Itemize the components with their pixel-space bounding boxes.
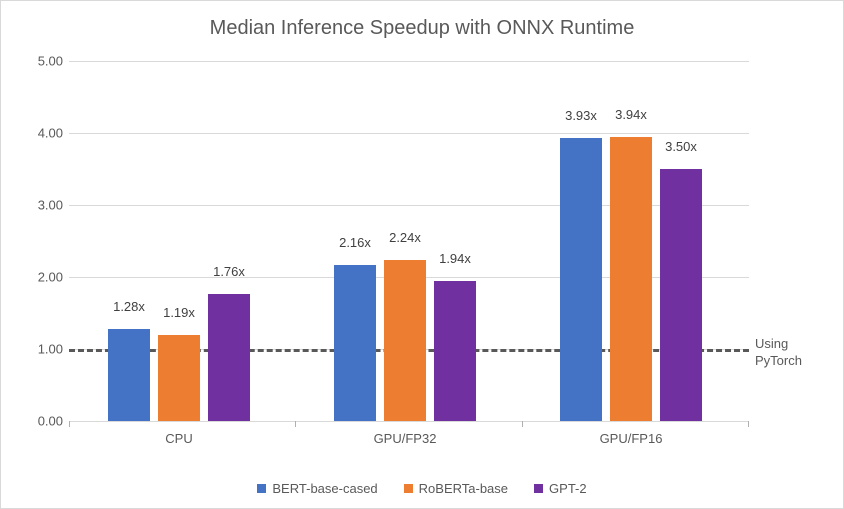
bar-label: 1.94x [431, 251, 479, 266]
bar-label: 1.28x [105, 299, 153, 314]
gridline [69, 421, 749, 422]
legend-item-bert: BERT-base-cased [257, 481, 377, 496]
legend-label: RoBERTa-base [419, 481, 508, 496]
legend-label: GPT-2 [549, 481, 587, 496]
y-tick-label: 2.00 [29, 270, 63, 285]
bar-roberta-gpufp16 [610, 137, 652, 421]
bar-label: 3.93x [557, 108, 605, 123]
bar-label: 2.16x [331, 235, 379, 250]
x-category-label: GPU/FP32 [374, 431, 437, 446]
legend-swatch [404, 484, 413, 493]
y-tick-label: 3.00 [29, 198, 63, 213]
chart-title: Median Inference Speedup with ONNX Runti… [7, 17, 837, 40]
x-category-label: GPU/FP16 [600, 431, 663, 446]
x-tick [295, 421, 296, 427]
plot-region: 1.28x 1.19x 1.76x 2.16x 2.24x 1.94x 3.93… [69, 61, 749, 421]
legend-item-gpt2: GPT-2 [534, 481, 587, 496]
y-tick-label: 5.00 [29, 54, 63, 69]
gridline [69, 133, 749, 134]
bar-label: 3.94x [607, 107, 655, 122]
baseline-annotation: Using PyTorch [755, 336, 802, 370]
bar-bert-gpufp16 [560, 138, 602, 421]
bar-label: 1.76x [205, 264, 253, 279]
bar-bert-cpu [108, 329, 150, 421]
x-category-label: CPU [165, 431, 192, 446]
bar-roberta-gpufp32 [384, 260, 426, 421]
legend-label: BERT-base-cased [272, 481, 377, 496]
annotation-line1: Using [755, 336, 788, 351]
legend-swatch [534, 484, 543, 493]
x-tick [69, 421, 70, 427]
gridline [69, 61, 749, 62]
bar-gpt2-cpu [208, 294, 250, 421]
x-tick [522, 421, 523, 427]
annotation-line2: PyTorch [755, 353, 802, 368]
chart-container: Median Inference Speedup with ONNX Runti… [0, 0, 844, 509]
y-tick-label: 1.00 [29, 342, 63, 357]
bar-bert-gpufp32 [334, 265, 376, 421]
y-tick-label: 4.00 [29, 126, 63, 141]
bar-gpt2-gpufp32 [434, 281, 476, 421]
legend-item-roberta: RoBERTa-base [404, 481, 508, 496]
bar-gpt2-gpufp16 [660, 169, 702, 421]
bar-roberta-cpu [158, 335, 200, 421]
bar-label: 1.19x [155, 305, 203, 320]
y-tick-label: 0.00 [29, 414, 63, 429]
legend: BERT-base-cased RoBERTa-base GPT-2 [1, 481, 843, 496]
x-tick [748, 421, 749, 427]
bar-label: 2.24x [381, 230, 429, 245]
bar-label: 3.50x [657, 139, 705, 154]
legend-swatch [257, 484, 266, 493]
